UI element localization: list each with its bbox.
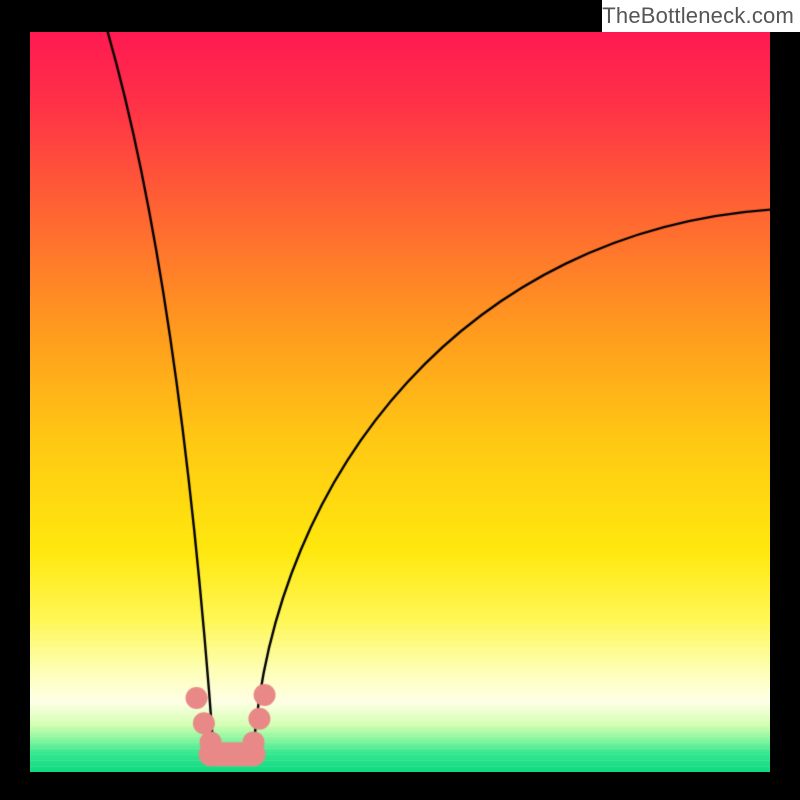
bottleneck-curve (30, 32, 770, 772)
chart-stage: TheBottleneck.com (0, 0, 800, 800)
watermark-label: TheBottleneck.com (602, 0, 800, 32)
